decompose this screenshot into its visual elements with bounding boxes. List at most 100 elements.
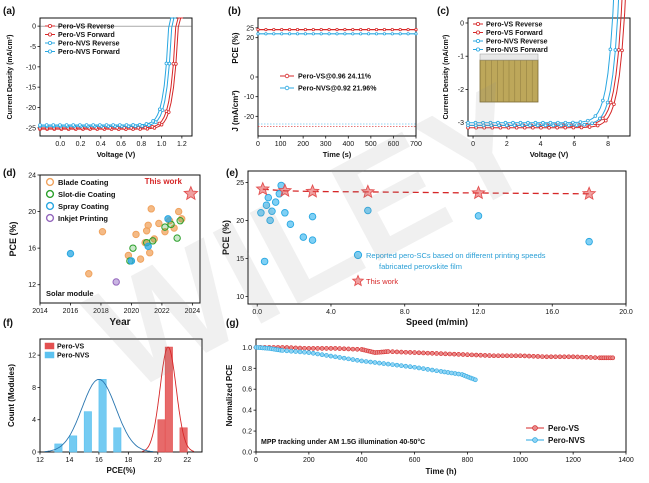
highlight-star	[305, 183, 320, 198]
y-tick-label: 0.8	[242, 366, 252, 373]
x-tick-label: 1.2	[177, 141, 187, 148]
y-tick-label: 0	[32, 24, 36, 31]
x-tick-label: 1400	[618, 457, 634, 464]
x-axis-label: Speed (m/min)	[406, 317, 468, 327]
data-point	[147, 205, 155, 213]
data-point	[364, 206, 372, 215]
series-point	[434, 368, 439, 374]
y-tick-label: 12	[28, 282, 36, 289]
series-point	[429, 367, 435, 373]
series-point	[547, 125, 551, 130]
data-point	[144, 242, 152, 251]
legend-marker	[45, 189, 55, 199]
legend-marker	[475, 30, 480, 35]
panel-label: (b)	[228, 6, 241, 17]
series-point	[601, 116, 605, 121]
y-axis-label: PCE (%)	[8, 221, 18, 256]
histogram-bar	[113, 427, 122, 453]
histogram-bar	[164, 346, 173, 453]
series-point	[306, 346, 312, 351]
highlight-star	[471, 185, 486, 200]
x-tick-label: 2024	[185, 308, 201, 315]
series-point	[315, 351, 320, 357]
x-tick-label: 400	[356, 457, 368, 464]
data-point	[299, 233, 308, 241]
series-point	[520, 123, 525, 128]
y-tick-label: -15	[26, 85, 36, 92]
series-point	[487, 353, 492, 358]
series-point	[280, 27, 284, 32]
y-tick-label: -2	[458, 87, 464, 94]
series-point	[171, 61, 176, 66]
legend-entry: Pero-NVS Forward	[486, 47, 548, 54]
series-point	[38, 123, 42, 127]
legend-entry: Pero-NVS	[548, 436, 586, 445]
y-tick-label: 0.0	[242, 450, 252, 457]
series-point	[551, 123, 556, 128]
series-point	[399, 349, 404, 355]
y-tick-label: 25	[236, 180, 244, 187]
y-tick-label: 8	[32, 385, 36, 392]
legend-entry: fabricated perovskite film	[379, 262, 462, 271]
data-point	[146, 249, 154, 257]
series-point	[590, 121, 594, 126]
x-tick-label: 300	[320, 141, 332, 148]
legend-marker	[45, 201, 55, 211]
series-point	[136, 125, 141, 130]
data-point	[129, 244, 137, 252]
x-tick-label: 0	[254, 457, 258, 464]
panel-label: (a)	[3, 6, 15, 17]
series-point	[473, 352, 479, 358]
series-point	[438, 351, 444, 356]
legend-entry: Slot-die Coating	[58, 190, 116, 199]
legend-marker	[532, 437, 538, 443]
series-point	[465, 352, 470, 357]
series-point	[385, 349, 391, 354]
series-point	[579, 125, 584, 130]
data-point	[257, 209, 265, 217]
x-tick-label: 2014	[32, 308, 48, 315]
series-point	[319, 346, 325, 351]
series-point	[71, 123, 76, 127]
series-point	[315, 346, 320, 351]
series-point	[587, 125, 592, 129]
x-tick-label: 800	[462, 457, 474, 464]
series-point	[443, 351, 448, 357]
series-point	[512, 123, 517, 128]
x-tick-label: 200	[303, 457, 315, 464]
series-point	[598, 116, 602, 121]
y-axis-label: Count (Modules)	[7, 364, 16, 427]
series-point	[51, 123, 56, 127]
legend-entry: Pero-NVS	[57, 353, 90, 360]
series-point	[495, 353, 501, 359]
series-point	[425, 367, 431, 372]
highlight-star	[581, 186, 597, 201]
legend-entry: Pero-VS Forward	[58, 32, 115, 39]
series-point	[398, 32, 402, 36]
highlight-star	[277, 183, 293, 197]
y-axis-label: Normalized PCE	[225, 364, 234, 426]
data-point	[308, 236, 317, 244]
x-tick-label: 0	[256, 141, 260, 148]
x-tick-label: 500	[365, 141, 377, 148]
histogram-bar	[83, 411, 92, 453]
series-line	[262, 188, 590, 195]
series-point	[500, 353, 505, 359]
series-point	[366, 27, 371, 32]
series-point	[131, 123, 135, 127]
legend-entry: Blade Coating	[58, 178, 109, 187]
x-axis-label: Year	[109, 317, 130, 328]
y-axis-label: J (mA/cm²)	[231, 90, 240, 132]
series-point	[78, 123, 82, 127]
series-point	[526, 120, 530, 125]
series-point	[164, 109, 169, 114]
series-point	[610, 355, 616, 361]
series-point	[518, 120, 523, 125]
data-point	[268, 207, 276, 216]
series-point	[343, 32, 347, 36]
series-point	[324, 346, 329, 351]
series-point	[303, 32, 307, 36]
series-point	[456, 352, 461, 357]
x-tick-label: 12.0	[472, 309, 486, 316]
y-tick-label: 0.2	[242, 429, 252, 436]
